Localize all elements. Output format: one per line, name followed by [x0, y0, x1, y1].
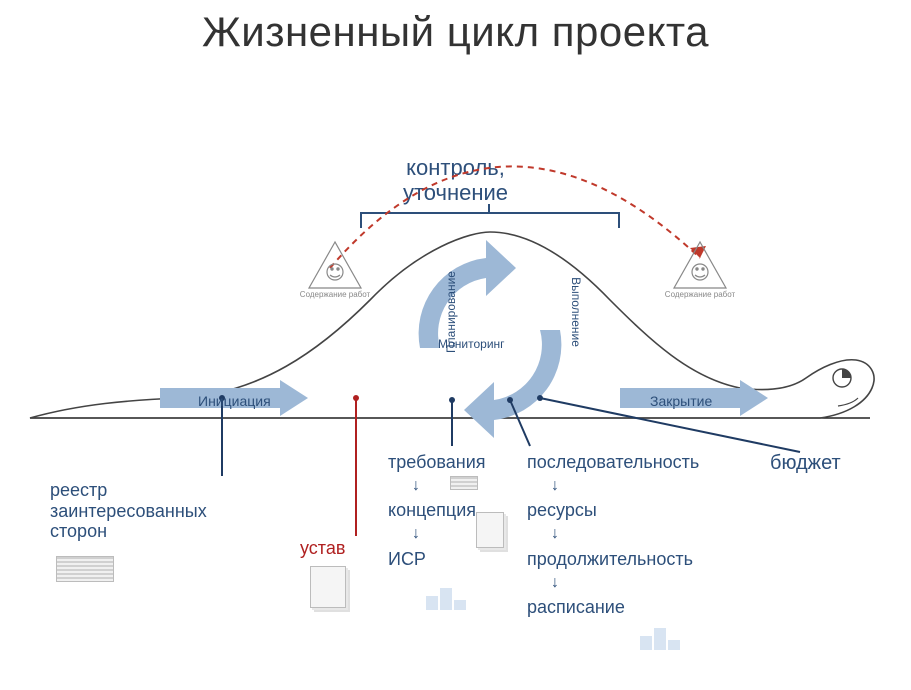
- callout-budget: бюджет: [770, 452, 841, 475]
- down-arrow-icon: ↓: [551, 570, 699, 596]
- chain-left-icon-0: [450, 476, 478, 490]
- cycle-planning-label: Планирование: [444, 271, 458, 353]
- triangle-caption-left: Содержание работ: [295, 290, 375, 299]
- control-bracket-mid: [488, 204, 490, 214]
- chain-right-icon: [638, 622, 682, 652]
- chain-left-0: требования: [388, 452, 486, 472]
- phase-initiation-label: Инициация: [198, 393, 271, 409]
- control-label: контроль, уточнение: [0, 155, 911, 206]
- chain-left-icon-2: [424, 582, 468, 612]
- page-title: Жизненный цикл проекта: [0, 8, 911, 56]
- control-label-l2: уточнение: [403, 180, 508, 205]
- ustav-doc-icon: [310, 566, 346, 608]
- callout-ustav: устав: [300, 538, 345, 559]
- chain-right-1: ресурсы: [527, 500, 597, 520]
- triangle-caption-right: Содержание работ: [660, 290, 740, 299]
- registry-doc-icon: [56, 556, 114, 582]
- chain-right: последовательность ↓ ресурсы ↓ продолжит…: [527, 448, 699, 622]
- chain-right-0: последовательность: [527, 452, 699, 472]
- callout-registry: реестр заинтересованных сторон: [50, 480, 230, 542]
- diagram-stage: Жизненный цикл проекта контроль, уточнен…: [0, 0, 911, 690]
- down-arrow-icon: ↓: [551, 473, 699, 499]
- chain-left-1: концепция: [388, 500, 476, 520]
- chain-left-icon-1: [476, 512, 504, 548]
- registry-l1: реестр: [50, 480, 107, 500]
- registry-l3: сторон: [50, 521, 107, 541]
- chain-left-2: ИСР: [388, 549, 426, 569]
- chain-left: требования ↓ концепция ↓ ИСР: [388, 448, 486, 574]
- phase-closing-label: Закрытие: [650, 393, 712, 409]
- chain-right-3: расписание: [527, 597, 625, 617]
- down-arrow-icon: ↓: [551, 521, 699, 547]
- cycle-execution-label: Выполнение: [569, 277, 583, 347]
- control-bracket: [360, 212, 620, 236]
- registry-l2: заинтересованных: [50, 501, 207, 521]
- chain-right-2: продолжительность: [527, 549, 693, 569]
- control-label-l1: контроль,: [406, 155, 505, 180]
- down-arrow-icon: ↓: [412, 521, 486, 547]
